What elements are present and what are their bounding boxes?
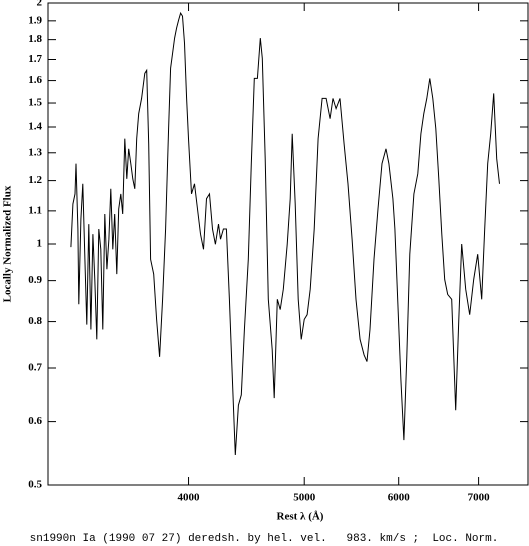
x-tick-label: 4000 (178, 492, 201, 504)
x-tick-label: 5000 (293, 492, 316, 504)
y-tick-label: 1.6 (28, 74, 42, 86)
y-tick-label: 0.5 (28, 479, 42, 491)
y-tick-label: 1.9 (28, 14, 42, 26)
y-tick-label: 2 (37, 0, 43, 9)
y-tick-label: 0.8 (28, 315, 42, 327)
x-tick-label: 6000 (388, 492, 411, 504)
y-axis-label: Locally Normalized Flux (2, 185, 14, 302)
x-axis-label: Rest λ (Å) (277, 511, 324, 523)
y-tick-label: 0.6 (28, 415, 42, 427)
y-tick-label: 1.5 (28, 97, 42, 109)
y-tick-label: 1.4 (28, 121, 42, 133)
y-tick-label: 1.7 (28, 53, 42, 65)
x-tick-label: 7000 (468, 492, 491, 504)
y-tick-label: 1.8 (28, 33, 42, 45)
y-tick-label: 0.9 (28, 274, 42, 286)
caption: sn1990n Ia (1990 07 27) deredsh. by hel.… (30, 533, 499, 545)
y-tick-label: 1.2 (28, 174, 42, 186)
y-tick-label: 1 (37, 238, 43, 250)
spectrum-line (70, 11, 500, 456)
y-tick-label: 1.3 (28, 146, 42, 158)
y-tick-label: 1.1 (28, 204, 42, 216)
y-tick-label: 0.7 (28, 362, 42, 374)
plot-frame (47, 2, 529, 486)
